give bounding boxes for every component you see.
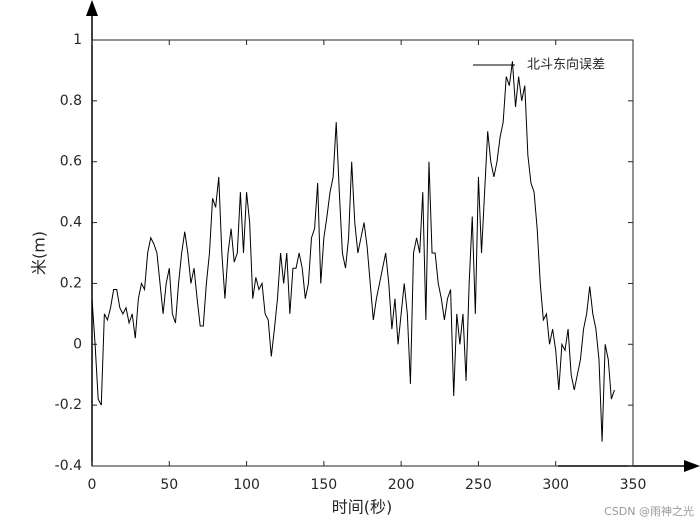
x-axis-arrow <box>684 460 700 472</box>
y-tick-label: 0.8 <box>60 93 82 109</box>
x-tick-label: 50 <box>160 477 178 493</box>
data-line <box>91 61 615 442</box>
x-tick-label: 300 <box>542 477 569 493</box>
x-tick-label: 200 <box>388 477 415 493</box>
plot-frame <box>91 39 634 467</box>
y-tick-label: 1 <box>73 32 82 48</box>
y-tick-label: -0.2 <box>55 397 82 413</box>
y-tick-label: -0.4 <box>55 458 82 474</box>
y-axis-arrow <box>86 0 98 16</box>
x-tick-label: 100 <box>233 477 260 493</box>
legend-label: 北斗东向误差 <box>527 57 605 73</box>
y-axis-label: 米(m) <box>30 231 49 275</box>
y-tick-label: 0 <box>73 336 82 352</box>
x-axis-label: 时间(秒) <box>332 498 393 517</box>
watermark: CSDN @雨神之光 <box>604 504 694 518</box>
y-tick-label: 0.4 <box>60 215 82 231</box>
x-tick-label: 150 <box>310 477 337 493</box>
x-tick-label: 250 <box>465 477 492 493</box>
x-tick-label: 350 <box>620 477 647 493</box>
y-tick-label: 0.6 <box>60 154 82 170</box>
y-tick-label: 0.2 <box>60 275 82 291</box>
x-tick-label: 0 <box>88 477 97 493</box>
